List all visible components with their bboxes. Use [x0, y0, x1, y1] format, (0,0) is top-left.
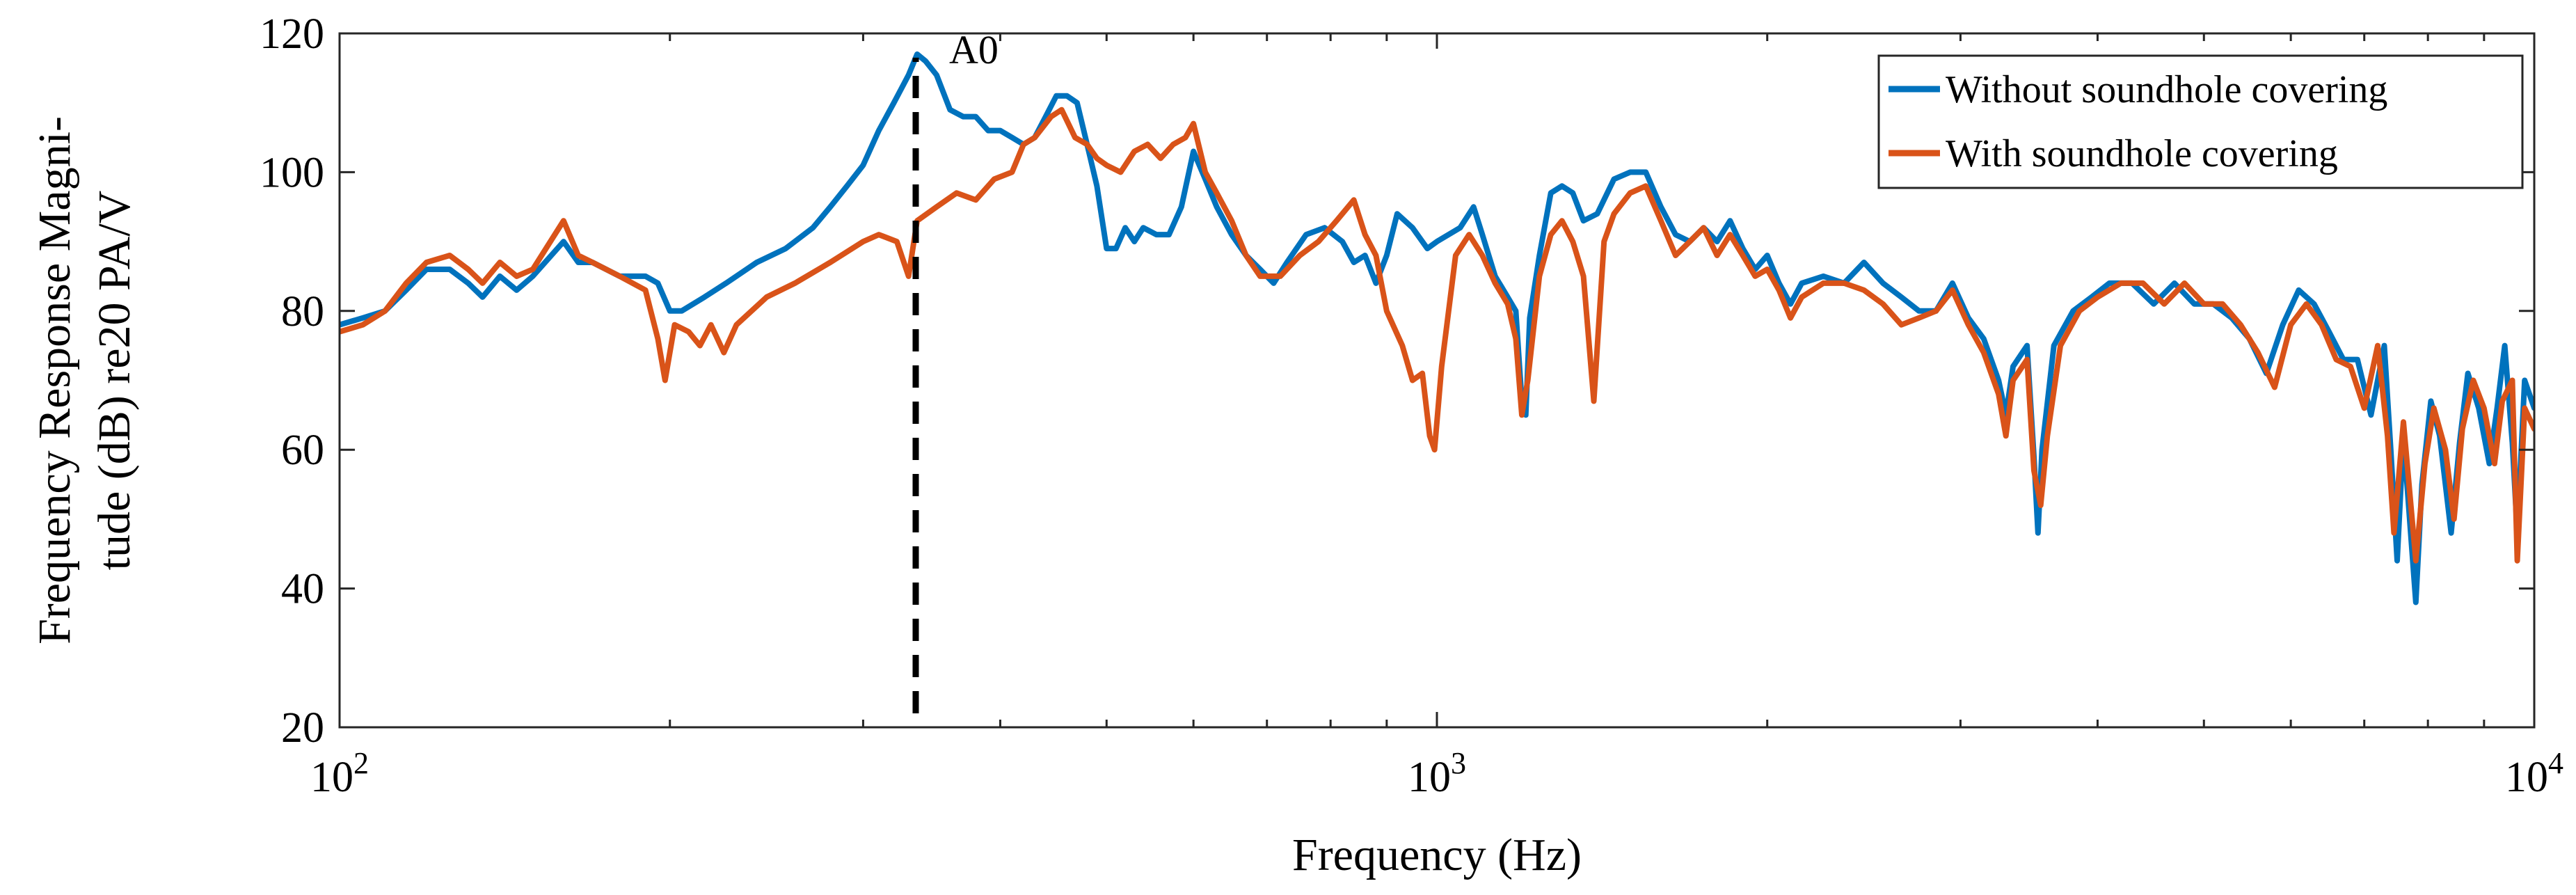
y-axis-title: Frequency Response Magni- tude (dB) re20…	[29, 116, 140, 644]
y-tick-label: 120	[260, 10, 324, 58]
x-tick-label: 103	[1408, 746, 1466, 801]
annotation-layer: A0	[912, 27, 999, 714]
x-tick-label: 104	[2505, 746, 2563, 801]
x-axis-title: Frequency (Hz)	[1292, 830, 1582, 880]
y-tick-label: 20	[281, 704, 324, 752]
x-tick-label: 102	[310, 746, 369, 801]
y-tick-label: 80	[281, 288, 324, 335]
series-line-with-covering	[340, 106, 2534, 564]
legend: Without soundhole covering With soundhol…	[1877, 54, 2524, 189]
ticks-layer: 20 40 60 80 100 120 102 103 104	[260, 10, 2563, 801]
y-axis-title-line-1: Frequency Response Magni-	[29, 116, 80, 644]
legend-label-with-covering: With soundhole covering	[1946, 132, 2338, 175]
legend-label-without-covering: Without soundhole covering	[1946, 68, 2387, 111]
y-axis-title-line-2: tude (dB) re20 PA/V	[89, 191, 140, 571]
y-tick-label: 100	[260, 149, 324, 196]
a0-label: A0	[949, 27, 999, 72]
series-layer	[340, 51, 2534, 605]
y-tick-label: 40	[281, 566, 324, 613]
legend-box	[1877, 54, 2524, 189]
y-tick-label: 60	[281, 427, 324, 474]
